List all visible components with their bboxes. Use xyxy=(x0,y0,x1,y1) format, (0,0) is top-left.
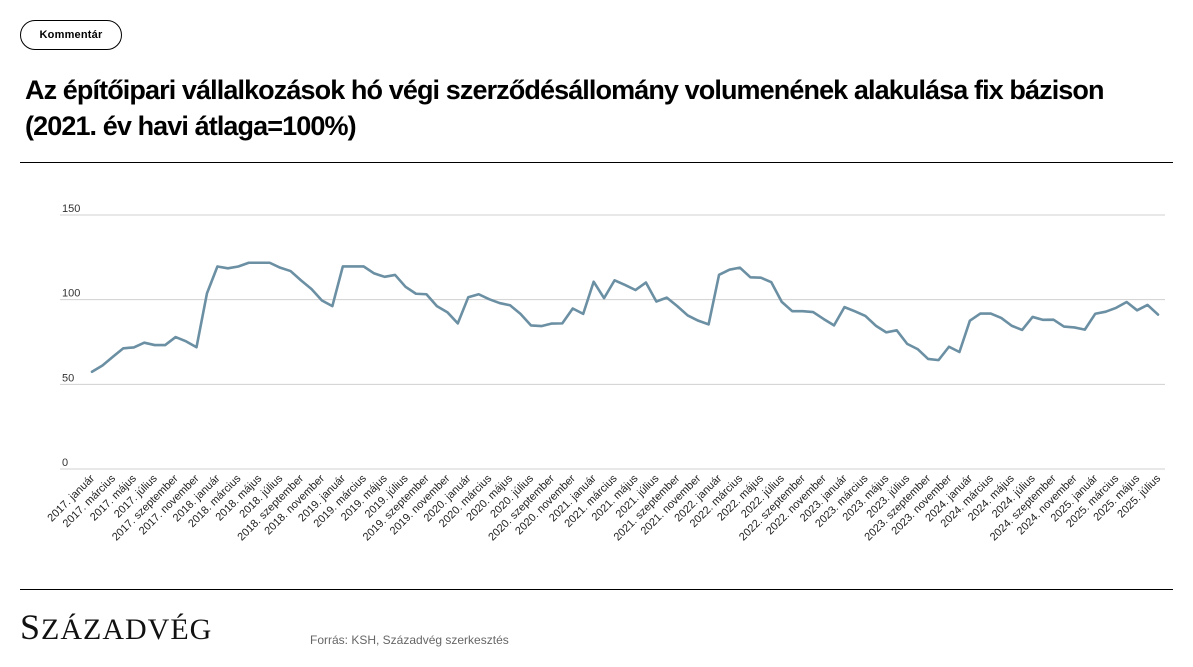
category-badge[interactable]: Kommentár xyxy=(20,20,122,50)
source-note: Forrás: KSH, Századvég szerkesztés xyxy=(310,633,509,647)
top-divider xyxy=(20,162,1173,163)
category-badge-label: Kommentár xyxy=(39,29,103,41)
y-tick-label: 50 xyxy=(62,372,74,384)
y-tick-label: 100 xyxy=(62,288,80,300)
series-line xyxy=(90,261,1160,374)
brand-logo: SZÁZADVÉG xyxy=(20,607,213,647)
y-tick-label: 0 xyxy=(62,457,68,469)
chart-title: Az építőipari vállalkozások hó végi szer… xyxy=(25,75,1105,141)
bottom-divider xyxy=(20,589,1173,590)
y-tick-label: 150 xyxy=(62,203,80,215)
